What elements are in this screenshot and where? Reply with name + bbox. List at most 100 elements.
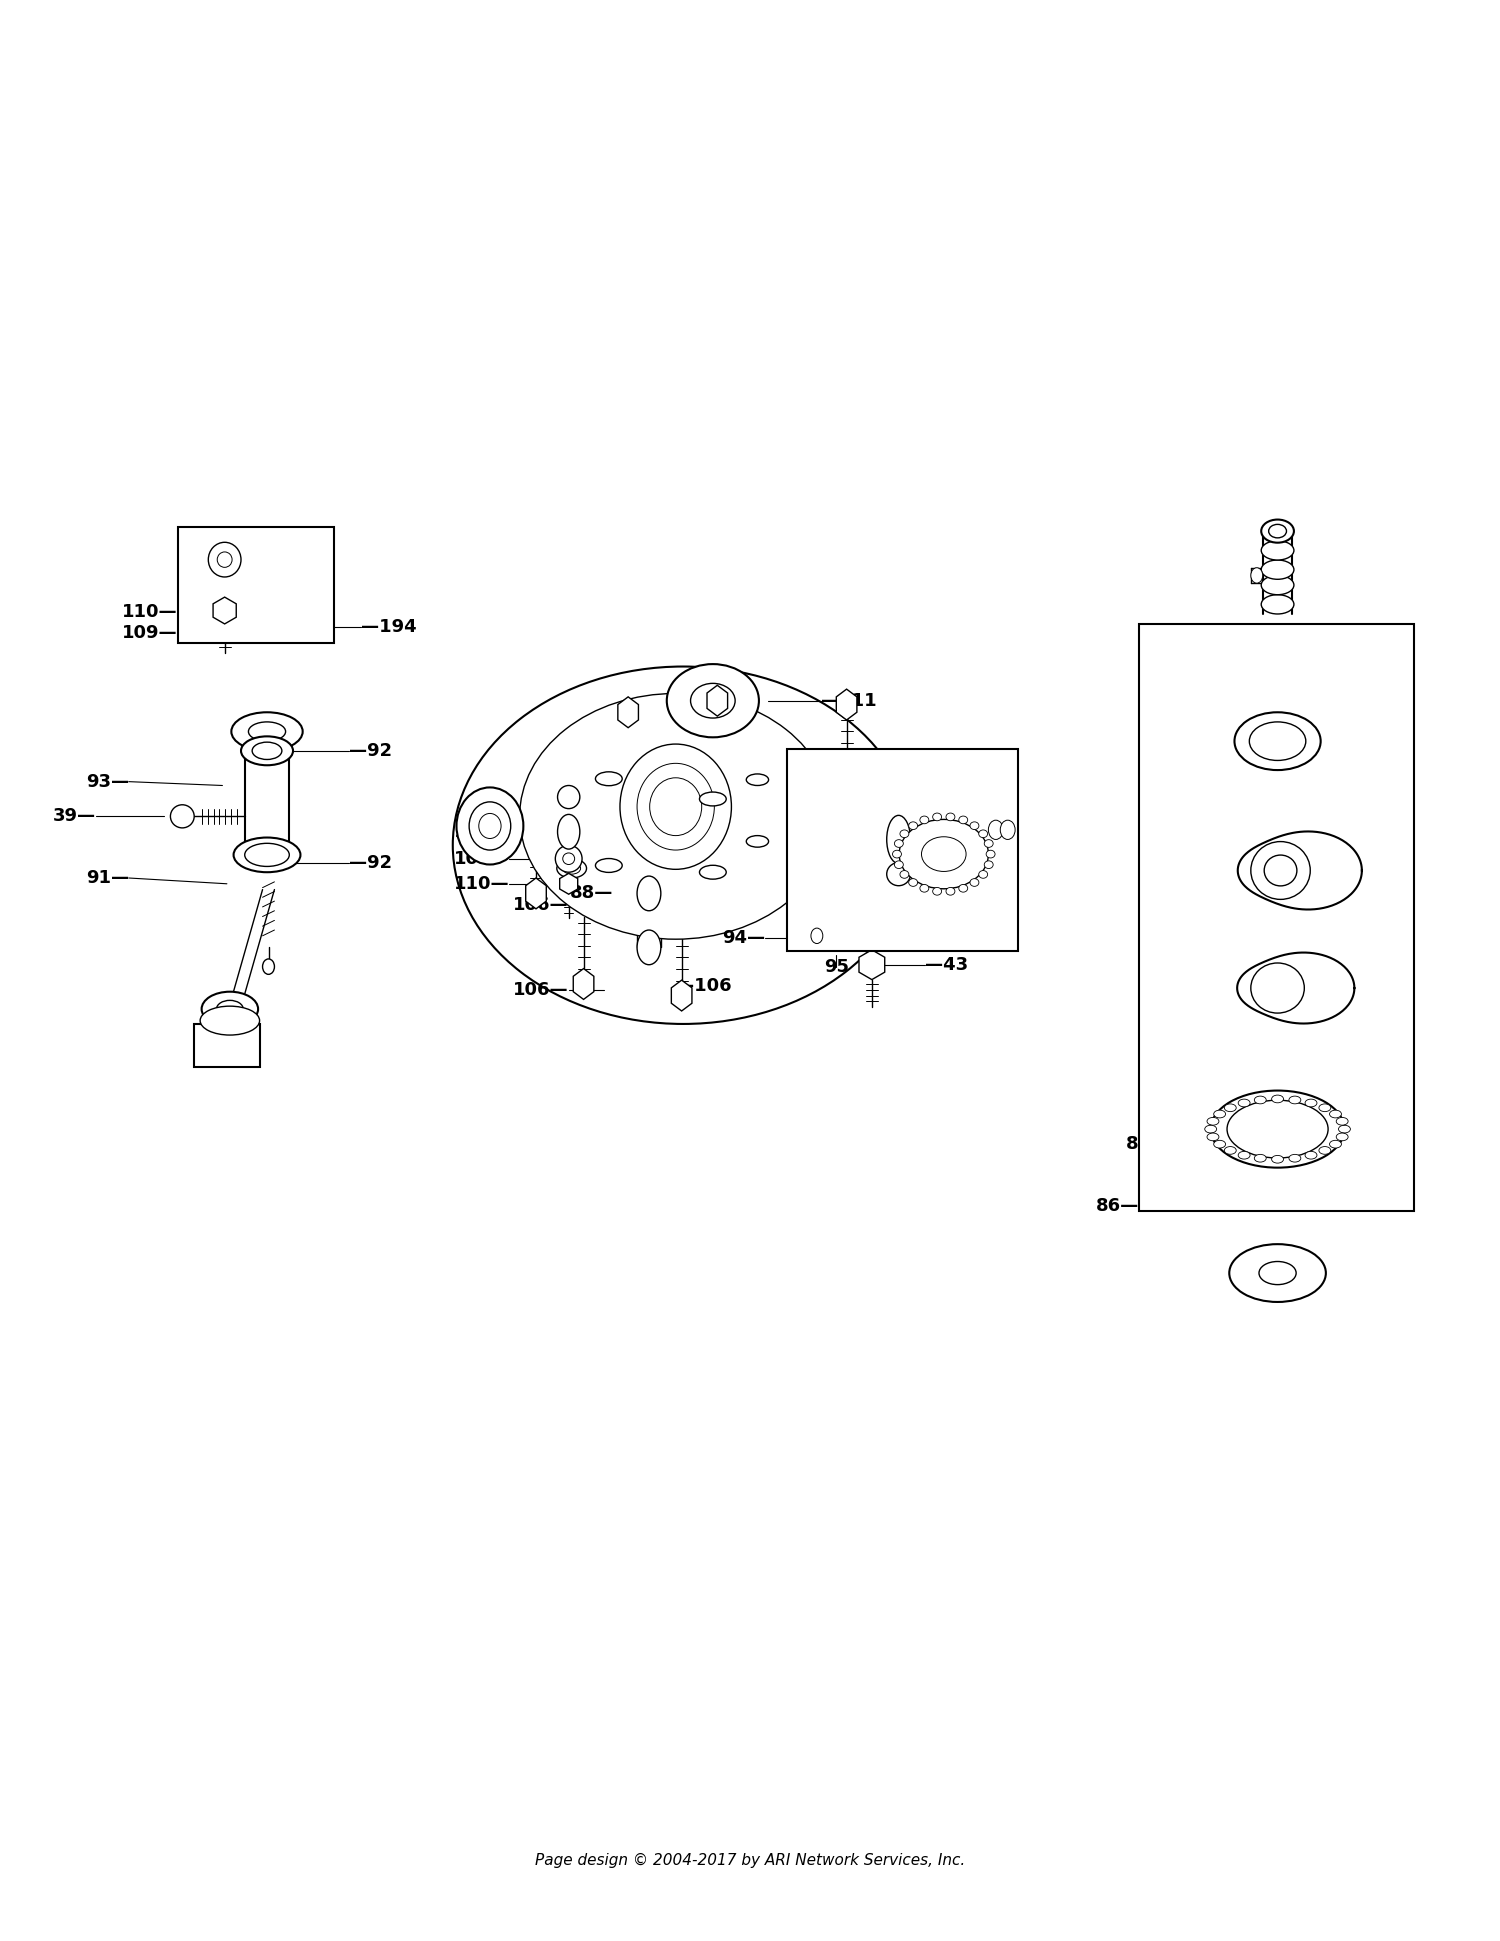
Ellipse shape	[217, 551, 232, 567]
Ellipse shape	[668, 664, 759, 738]
Ellipse shape	[747, 837, 768, 846]
Ellipse shape	[1329, 1139, 1341, 1147]
Ellipse shape	[1224, 1104, 1236, 1112]
Text: 109—: 109—	[453, 850, 510, 868]
Text: —107: —107	[956, 807, 1011, 825]
Ellipse shape	[1262, 594, 1294, 613]
Ellipse shape	[234, 837, 300, 872]
Text: 88—: 88—	[570, 885, 614, 903]
Ellipse shape	[921, 837, 966, 872]
Ellipse shape	[638, 763, 714, 850]
Ellipse shape	[201, 992, 258, 1027]
Ellipse shape	[242, 736, 292, 765]
Ellipse shape	[231, 712, 303, 751]
Ellipse shape	[988, 821, 1004, 839]
Ellipse shape	[252, 741, 282, 759]
Ellipse shape	[970, 821, 980, 829]
Text: —106: —106	[956, 897, 1011, 914]
Ellipse shape	[1264, 856, 1298, 885]
Ellipse shape	[958, 885, 968, 893]
Ellipse shape	[650, 778, 702, 837]
Ellipse shape	[894, 862, 903, 868]
Ellipse shape	[1272, 1155, 1284, 1163]
Ellipse shape	[1288, 1155, 1300, 1163]
Text: 39—: 39—	[53, 807, 96, 825]
Ellipse shape	[1204, 1126, 1216, 1134]
Ellipse shape	[1329, 1110, 1341, 1118]
Ellipse shape	[1336, 1118, 1348, 1126]
Ellipse shape	[1227, 1101, 1328, 1159]
Text: 110—: 110—	[122, 604, 178, 621]
Ellipse shape	[596, 773, 622, 786]
Ellipse shape	[1288, 1097, 1300, 1104]
Ellipse shape	[1250, 722, 1306, 761]
Ellipse shape	[933, 887, 942, 895]
Text: 87—: 87—	[1126, 1135, 1168, 1153]
Ellipse shape	[1234, 712, 1320, 771]
Text: 108—: 108—	[453, 823, 510, 840]
Text: 93—: 93—	[86, 773, 129, 790]
Ellipse shape	[1230, 1244, 1326, 1302]
Ellipse shape	[886, 815, 910, 864]
Ellipse shape	[562, 862, 580, 873]
Text: —111: —111	[822, 691, 878, 710]
Ellipse shape	[946, 887, 956, 895]
Polygon shape	[560, 873, 578, 895]
Ellipse shape	[978, 831, 987, 839]
Text: 106—: 106—	[513, 897, 568, 914]
Ellipse shape	[262, 959, 274, 974]
Text: —106: —106	[675, 695, 732, 714]
Ellipse shape	[556, 858, 586, 877]
Bar	[788, 749, 1017, 951]
Ellipse shape	[1336, 1134, 1348, 1141]
Ellipse shape	[638, 875, 662, 910]
Ellipse shape	[1272, 1095, 1284, 1102]
Ellipse shape	[900, 872, 909, 877]
Text: 91—: 91—	[86, 870, 129, 887]
Ellipse shape	[909, 879, 918, 887]
Ellipse shape	[1262, 520, 1294, 543]
Text: —92: —92	[348, 741, 392, 759]
Text: 95: 95	[824, 957, 849, 976]
Ellipse shape	[1318, 1104, 1330, 1112]
Ellipse shape	[555, 844, 582, 872]
Bar	[178, 528, 334, 642]
Ellipse shape	[1305, 1151, 1317, 1159]
Text: —92: —92	[348, 854, 392, 872]
Ellipse shape	[1262, 575, 1294, 594]
Text: —194: —194	[360, 619, 417, 637]
Ellipse shape	[984, 840, 993, 848]
Ellipse shape	[1262, 542, 1294, 561]
Ellipse shape	[478, 813, 501, 839]
Ellipse shape	[909, 821, 918, 829]
Ellipse shape	[812, 928, 824, 943]
Text: —106: —106	[956, 846, 1011, 864]
Ellipse shape	[1210, 1091, 1344, 1168]
Ellipse shape	[1318, 1147, 1330, 1155]
Ellipse shape	[249, 722, 285, 741]
Polygon shape	[706, 685, 728, 716]
Ellipse shape	[216, 1000, 243, 1017]
Text: 89—: 89—	[1152, 670, 1196, 689]
Ellipse shape	[244, 842, 290, 866]
Ellipse shape	[1269, 524, 1287, 538]
Ellipse shape	[886, 862, 910, 885]
Ellipse shape	[1262, 561, 1294, 578]
Ellipse shape	[984, 862, 993, 868]
Text: 86—: 86—	[1096, 1196, 1140, 1215]
Text: —106: —106	[675, 976, 732, 996]
Ellipse shape	[620, 743, 732, 870]
Polygon shape	[672, 980, 692, 1011]
Ellipse shape	[946, 813, 956, 821]
Ellipse shape	[209, 542, 242, 576]
Ellipse shape	[699, 792, 726, 806]
Ellipse shape	[898, 819, 989, 889]
Ellipse shape	[1214, 1139, 1225, 1147]
Text: Page design © 2004-2017 by ARI Network Services, Inc.: Page design © 2004-2017 by ARI Network S…	[536, 1854, 964, 1869]
Ellipse shape	[1305, 1099, 1317, 1106]
Polygon shape	[213, 598, 236, 623]
Ellipse shape	[1238, 1099, 1250, 1106]
Ellipse shape	[1238, 1151, 1250, 1159]
Bar	[194, 1025, 260, 1068]
Polygon shape	[837, 689, 856, 720]
